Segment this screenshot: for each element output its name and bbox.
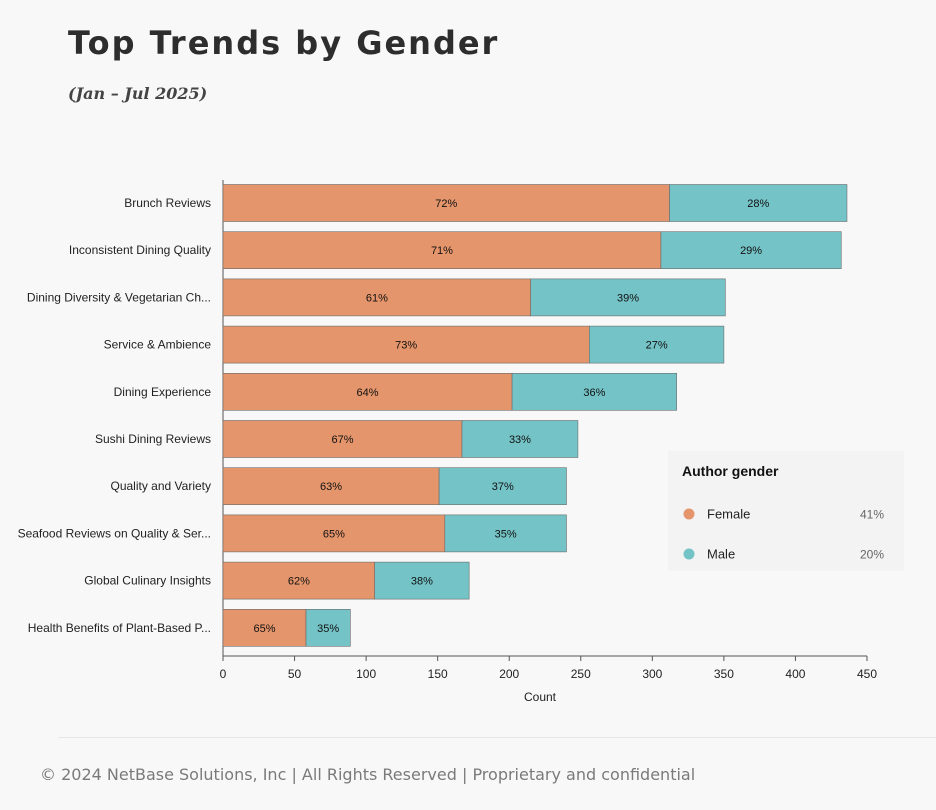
male-bar <box>438 467 567 506</box>
male-bar-label: 35% <box>317 623 339 635</box>
male-bar-label: 39% <box>617 292 639 304</box>
male-bar <box>660 231 842 269</box>
x-tick-label: 250 <box>571 667 591 681</box>
chart-title: Top Trends by Gender <box>68 24 500 62</box>
legend-title: Author gender <box>682 463 779 479</box>
footer-divider <box>58 737 936 738</box>
male-bar <box>461 420 579 458</box>
female-bar <box>222 420 463 458</box>
chart-subtitle: (Jan – Jul 2025) <box>68 84 208 103</box>
male-bar <box>530 278 726 317</box>
male-bar <box>374 561 470 600</box>
female-bar-label: 67% <box>331 434 353 446</box>
female-bar <box>222 184 670 222</box>
category-label: Brunch Reviews <box>124 196 211 210</box>
female-bar-label: 65% <box>253 623 275 635</box>
category-label: Dining Experience <box>114 385 212 399</box>
male-bar-label: 37% <box>492 481 514 493</box>
legend-swatch-female <box>683 508 695 520</box>
footer-copyright: © 2024 NetBase Solutions, Inc | All Righ… <box>40 765 696 784</box>
category-label: Seafood Reviews on Quality & Ser... <box>18 526 211 540</box>
legend-box <box>668 451 904 571</box>
x-tick-label: 0 <box>220 667 227 681</box>
female-bar-label: 64% <box>357 387 379 399</box>
female-bar-label: 65% <box>323 528 345 540</box>
x-tick-label: 400 <box>785 667 805 681</box>
male-bar <box>511 372 677 411</box>
female-bar-label: 71% <box>431 245 453 257</box>
male-bar-label: 27% <box>646 340 668 352</box>
male-bar-label: 28% <box>747 198 769 210</box>
legend-value-male: 20% <box>860 548 884 562</box>
category-label: Dining Diversity & Vegetarian Ch... <box>27 290 211 304</box>
female-bar <box>222 561 375 600</box>
male-bar <box>305 608 351 647</box>
x-axis-label: Count <box>524 690 557 704</box>
male-bar <box>589 325 725 364</box>
x-tick-label: 150 <box>428 667 448 681</box>
category-label: Quality and Variety <box>111 479 212 493</box>
female-bar <box>222 514 446 553</box>
category-label: Health Benefits of Plant-Based P... <box>28 621 211 635</box>
male-bar-label: 29% <box>740 245 762 257</box>
female-bar <box>222 608 307 647</box>
male-bar-label: 33% <box>509 434 531 446</box>
female-bar <box>222 278 531 317</box>
x-tick-label: 50 <box>288 667 302 681</box>
legend-value-female: 41% <box>860 508 884 522</box>
x-tick-label: 100 <box>356 667 376 681</box>
x-tick-label: 450 <box>857 667 877 681</box>
category-label: Inconsistent Dining Quality <box>69 243 211 257</box>
x-tick-label: 300 <box>642 667 662 681</box>
female-bar <box>222 325 590 364</box>
male-bar-label: 36% <box>583 387 605 399</box>
male-bar-label: 35% <box>495 528 517 540</box>
female-bar-label: 73% <box>395 340 417 352</box>
female-bar <box>222 467 440 506</box>
x-tick-label: 350 <box>714 667 734 681</box>
female-bar-label: 61% <box>366 292 388 304</box>
male-bar <box>444 514 567 553</box>
female-bar-label: 63% <box>320 481 342 493</box>
legend-label-female: Female <box>707 507 750 522</box>
female-bar-label: 62% <box>288 576 310 588</box>
legend-swatch-male <box>683 548 695 560</box>
legend-label-male: Male <box>707 547 735 562</box>
category-label: Sushi Dining Reviews <box>95 432 211 446</box>
category-label: Service & Ambience <box>104 338 212 352</box>
male-bar <box>669 184 848 222</box>
female-bar <box>222 372 513 411</box>
female-bar-label: 72% <box>435 198 457 210</box>
x-tick-label: 200 <box>499 667 519 681</box>
stacked-bar-chart: 0 50 100 150 200 250 300 350 400 450 Count Brunch R… <box>17 180 904 704</box>
male-bar-label: 38% <box>411 576 433 588</box>
category-label: Global Culinary Insights <box>84 574 211 588</box>
